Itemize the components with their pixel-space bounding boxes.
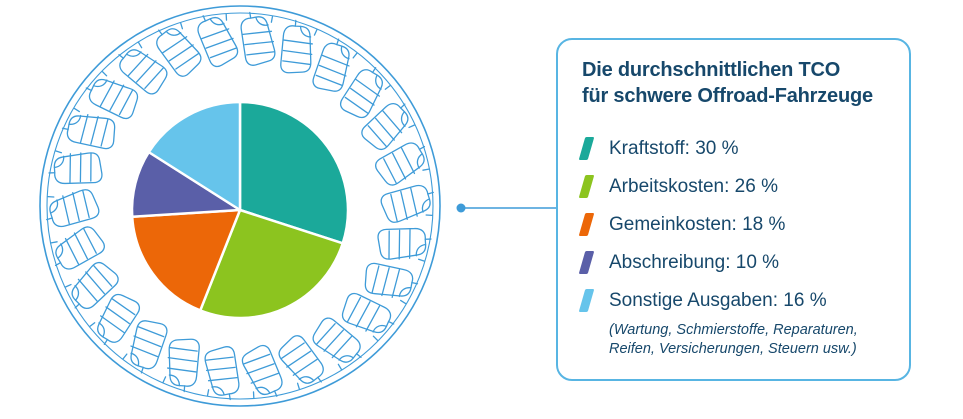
legend-item-arbeitskosten: Arbeitskosten: 26 % xyxy=(578,168,885,206)
legend-item-kraftstoff: Kraftstoff: 30 % xyxy=(578,130,885,168)
tire-tread-lug xyxy=(241,344,283,399)
pie-chart xyxy=(130,100,350,320)
pie-slice-sonstige-ausgaben xyxy=(147,100,242,212)
tire-tread-lug xyxy=(89,293,141,346)
tire-tread-lug xyxy=(48,150,103,185)
tire-tread-lug xyxy=(64,261,119,310)
tire-tread-lug xyxy=(312,38,358,92)
tire-tread-lug xyxy=(377,227,432,262)
tire-tread-pattern xyxy=(46,11,434,401)
tire-tread-lug xyxy=(85,70,139,120)
tire-tread-lug xyxy=(278,335,324,390)
legend-marker-abschreibung xyxy=(578,251,595,275)
tire-tread-lug xyxy=(280,19,318,74)
tire-tread-lug xyxy=(361,102,416,151)
tire-tread-lug xyxy=(118,41,168,95)
tire-outer-ring xyxy=(39,5,441,407)
legend-item-label: Sonstige Ausgaben: 16 % xyxy=(609,290,827,312)
pie-slice-gemeinkosten xyxy=(130,208,242,312)
tire-tread-lug xyxy=(46,189,100,228)
legend-marker-kraftstoff xyxy=(578,137,595,161)
pie-slice-arbeitskosten xyxy=(198,208,344,320)
tire-tread-lug xyxy=(312,317,362,371)
legend-item-label: Abschreibung: 10 % xyxy=(609,252,780,274)
legend-card: Die durchschnittlichen TCO für schwere O… xyxy=(556,38,911,381)
legend-item-label: Arbeitskosten: 26 % xyxy=(609,176,778,198)
tire-tread-lug xyxy=(204,346,240,401)
tire-tread-lug xyxy=(380,184,434,223)
legend-item-label: Gemeinkosten: 18 % xyxy=(609,214,786,236)
legend-marker-sonstige-ausgaben xyxy=(578,289,595,313)
tire-tread-lug xyxy=(122,320,168,374)
legend-item-note: (Wartung, Schmierstoffe, Reparaturen, Re… xyxy=(609,321,858,357)
legend-item-abschreibung: Abschreibung: 10 % xyxy=(578,244,885,282)
legend-marker-arbeitskosten xyxy=(578,175,595,199)
tire-tread-lug xyxy=(197,13,239,68)
tire-tread-lug xyxy=(341,292,395,342)
tire-tread-lug xyxy=(240,11,276,66)
connector xyxy=(456,203,556,213)
legend-title: Die durchschnittlichen TCO für schwere O… xyxy=(582,59,873,108)
tire-inner-rim-ring xyxy=(46,12,434,400)
legend-item-sonstige-ausgaben: Sonstige Ausgaben: 16 % xyxy=(578,282,885,320)
tire-tread-lug xyxy=(162,338,200,393)
legend-item-label: Kraftstoff: 30 % xyxy=(609,138,739,160)
tire-tread-lug xyxy=(156,22,202,77)
tire-tread-lug xyxy=(364,262,419,305)
tire-illustration xyxy=(39,5,441,407)
connector-dot xyxy=(456,203,466,213)
tire-tread-lug xyxy=(375,142,430,186)
legend-item-gemeinkosten: Gemeinkosten: 18 % xyxy=(578,206,885,244)
tire-tread-lug xyxy=(339,66,391,119)
legend-marker-gemeinkosten xyxy=(578,213,595,237)
tire-tread-lug xyxy=(61,107,116,150)
tire-tread-lug xyxy=(50,226,105,270)
pie-slice-kraftstoff xyxy=(238,100,350,245)
